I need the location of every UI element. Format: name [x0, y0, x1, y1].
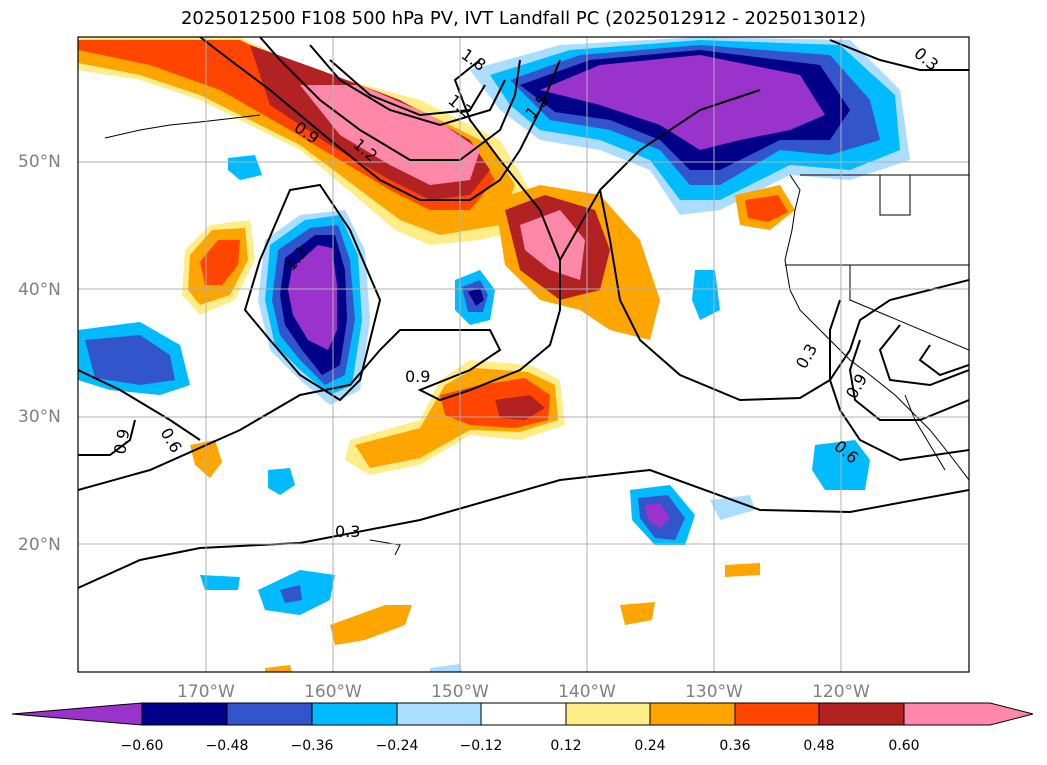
lat-label: 50°N [18, 152, 61, 172]
lon-label: 160°W [304, 682, 362, 702]
colorbar-segment [649, 702, 736, 726]
colorbar-tick: −0.12 [459, 738, 503, 754]
colorbar-tick: 0.24 [634, 738, 666, 754]
colorbar-segment [734, 702, 820, 726]
colorbar-segment [818, 702, 905, 726]
ivt-shading [78, 37, 910, 672]
contour-label: 0.9 [842, 370, 871, 402]
colorbar-tick: −0.24 [375, 738, 419, 754]
contour-label: 0.9 [110, 427, 133, 455]
colorbar-segment [396, 702, 482, 726]
colorbar-tick: 0.48 [803, 738, 835, 754]
colorbar-segment [480, 702, 567, 726]
contour-label: 0.3 [335, 522, 360, 541]
colorbar-segment [311, 702, 398, 726]
lon-label: 170°W [177, 682, 235, 702]
colorbar-segment [226, 702, 313, 726]
contour-label: 0.6 [157, 425, 186, 457]
colorbar-tick: −0.48 [205, 738, 249, 754]
colorbar-tick: −0.60 [120, 738, 164, 754]
lon-label: 140°W [558, 682, 616, 702]
lat-label: 40°N [18, 280, 61, 300]
colorbar-tick: 0.60 [888, 738, 920, 754]
colorbar-tick: 0.12 [550, 738, 582, 754]
lon-label: 130°W [685, 682, 743, 702]
colorbar-segment [565, 702, 651, 726]
colorbar-tick: 0.36 [719, 738, 751, 754]
colorbar-tick: −0.36 [290, 738, 334, 754]
colorbar-extend-max [903, 702, 1034, 726]
lat-label: 30°N [18, 407, 61, 427]
gridlines [78, 37, 969, 672]
contour-label: 0.9 [405, 367, 430, 386]
colorbar-segment [141, 702, 228, 726]
lon-label: 150°W [431, 682, 489, 702]
map-title: 2025012500 F108 500 hPa PV, IVT Landfall… [180, 8, 867, 29]
colorbar [11, 702, 1034, 726]
colorbar-extend-min [11, 702, 143, 726]
lat-label: 20°N [18, 535, 61, 555]
contour-label: 0.3 [792, 340, 821, 372]
map-frame [77, 36, 970, 673]
lon-label: 120°W [812, 682, 870, 702]
